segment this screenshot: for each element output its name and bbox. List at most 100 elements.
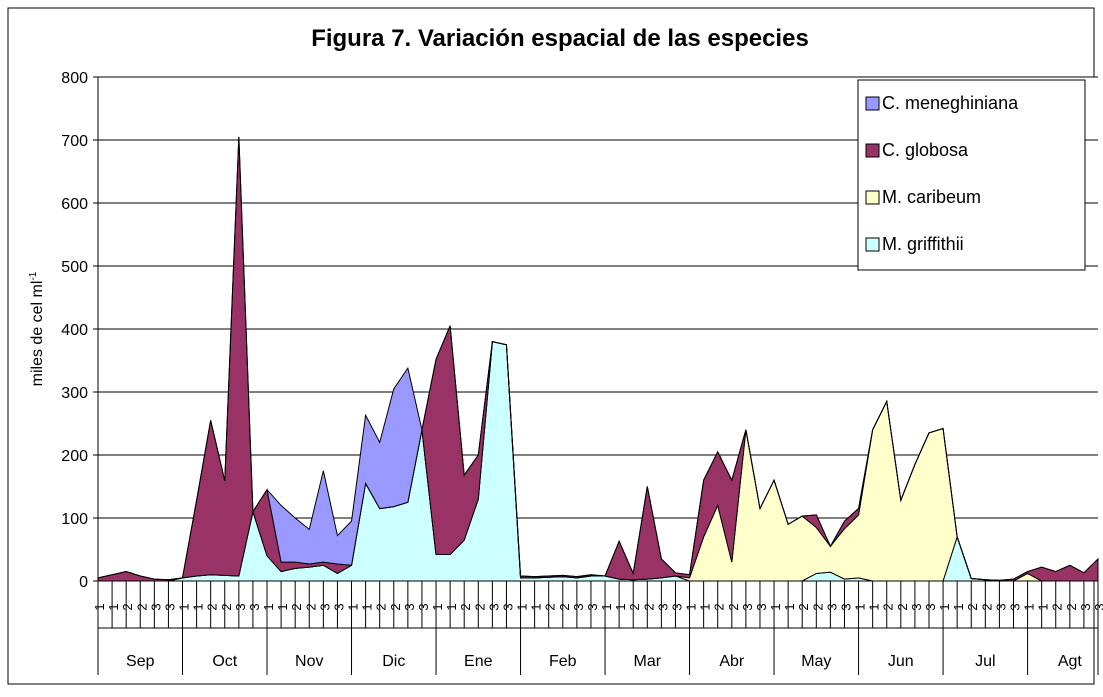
y-tick-label: 300 <box>61 385 88 402</box>
legend-swatch <box>865 237 880 252</box>
group-label: Jun <box>888 653 914 670</box>
y-axis-label: miles de cel ml-1 <box>28 271 46 386</box>
group-label: Sep <box>126 653 155 670</box>
x-tick-label: 1 <box>346 603 361 610</box>
x-tick-label: 2 <box>1064 603 1079 610</box>
x-tick-label: 1 <box>782 603 797 610</box>
x-tick-label: 1 <box>613 603 628 610</box>
x-tick-label: 3 <box>247 603 262 610</box>
y-tick-label: 100 <box>61 511 88 528</box>
x-tick-label: 3 <box>1007 603 1022 610</box>
y-tick-label: 800 <box>61 70 88 87</box>
x-tick-label: 1 <box>444 603 459 610</box>
group-label: Oct <box>212 653 237 670</box>
y-tick-label: 400 <box>61 322 88 339</box>
legend-label: M. caribeum <box>882 187 981 207</box>
x-tick-label: 3 <box>402 603 417 610</box>
area <box>97 136 1099 581</box>
legend-label: M. griffithii <box>882 234 964 254</box>
x-tick-label: 1 <box>951 603 966 610</box>
group-label: Agt <box>1058 653 1083 670</box>
x-tick-label: 1 <box>360 603 375 610</box>
legend-swatch <box>865 96 880 111</box>
x-tick-label: 2 <box>627 603 642 610</box>
x-tick-label: 3 <box>162 603 177 610</box>
x-tick-label: 3 <box>923 603 938 610</box>
x-tick-label: 3 <box>838 603 853 610</box>
x-tick-label: 2 <box>641 603 656 610</box>
group-label: Ene <box>464 653 493 670</box>
y-tick-label: 700 <box>61 133 88 150</box>
legend-swatch <box>865 190 880 205</box>
y-tick-label: 0 <box>79 574 88 591</box>
x-tick-label: 1 <box>92 603 107 610</box>
x-tick-label: 2 <box>374 603 389 610</box>
x-tick-label: 3 <box>1078 603 1093 610</box>
x-tick-label: 2 <box>289 603 304 610</box>
x-tick-label: 2 <box>557 603 572 610</box>
x-tick-label: 2 <box>303 603 318 610</box>
x-tick-label: 3 <box>909 603 924 610</box>
x-tick-label: 3 <box>233 603 248 610</box>
legend-label: C. globosa <box>882 140 969 160</box>
x-tick-label: 2 <box>979 603 994 610</box>
x-tick-label: 1 <box>529 603 544 610</box>
x-tick-label: 2 <box>219 603 234 610</box>
legend-label: C. meneghiniana <box>882 93 1019 113</box>
x-tick-label: 3 <box>655 603 670 610</box>
x-tick-label: 1 <box>177 603 192 610</box>
x-tick-label: 1 <box>1036 603 1051 610</box>
x-tick-label: 2 <box>895 603 910 610</box>
y-tick-label: 500 <box>61 259 88 276</box>
x-tick-label: 3 <box>585 603 600 610</box>
x-tick-label: 2 <box>472 603 487 610</box>
y-tick-label: 200 <box>61 448 88 465</box>
x-tick-label: 3 <box>416 603 431 610</box>
x-tick-label: 1 <box>275 603 290 610</box>
x-tick-label: 2 <box>205 603 220 610</box>
x-tick-label: 2 <box>726 603 741 610</box>
y-tick-label: 600 <box>61 196 88 213</box>
x-tick-label: 1 <box>867 603 882 610</box>
x-tick-label: 3 <box>317 603 332 610</box>
group-label: Jul <box>975 653 995 670</box>
x-tick-label: 1 <box>937 603 952 610</box>
x-tick-label: 2 <box>1050 603 1065 610</box>
x-tick-label: 3 <box>486 603 501 610</box>
x-tick-label: 3 <box>754 603 769 610</box>
y-axis-label-sup: -1 <box>28 271 39 280</box>
x-tick-label: 1 <box>698 603 713 610</box>
group-label: Nov <box>295 653 323 670</box>
x-tick-label: 3 <box>148 603 163 610</box>
chart-title: Figura 7. Variación espacial de las espe… <box>311 25 809 52</box>
x-tick-label: 2 <box>120 603 135 610</box>
x-tick-label: 1 <box>430 603 445 610</box>
group-label: Dic <box>382 653 405 670</box>
x-tick-label: 2 <box>388 603 403 610</box>
x-tick-label: 2 <box>965 603 980 610</box>
x-tick-label: 3 <box>571 603 586 610</box>
x-tick-label: 3 <box>669 603 684 610</box>
x-tick-label: 1 <box>515 603 530 610</box>
x-tick-label: 2 <box>134 603 149 610</box>
y-axis-label-main: miles de cel ml <box>29 281 46 387</box>
group-label: Feb <box>549 653 577 670</box>
x-tick-label: 1 <box>261 603 276 610</box>
x-tick-label: 2 <box>712 603 727 610</box>
x-tick-label: 2 <box>458 603 473 610</box>
group-label: Mar <box>634 653 662 670</box>
x-tick-label: 1 <box>684 603 699 610</box>
x-tick-label: 1 <box>768 603 783 610</box>
x-tick-label: 1 <box>106 603 121 610</box>
x-tick-label: 2 <box>543 603 558 610</box>
x-tick-label: 1 <box>191 603 206 610</box>
x-tick-label: 1 <box>599 603 614 610</box>
x-tick-label: 3 <box>993 603 1008 610</box>
x-tick-label: 2 <box>796 603 811 610</box>
x-tick-label: 2 <box>810 603 825 610</box>
x-tick-label: 2 <box>881 603 896 610</box>
group-label: May <box>801 653 831 670</box>
x-tick-label: 3 <box>500 603 515 610</box>
x-tick-label: 3 <box>824 603 839 610</box>
